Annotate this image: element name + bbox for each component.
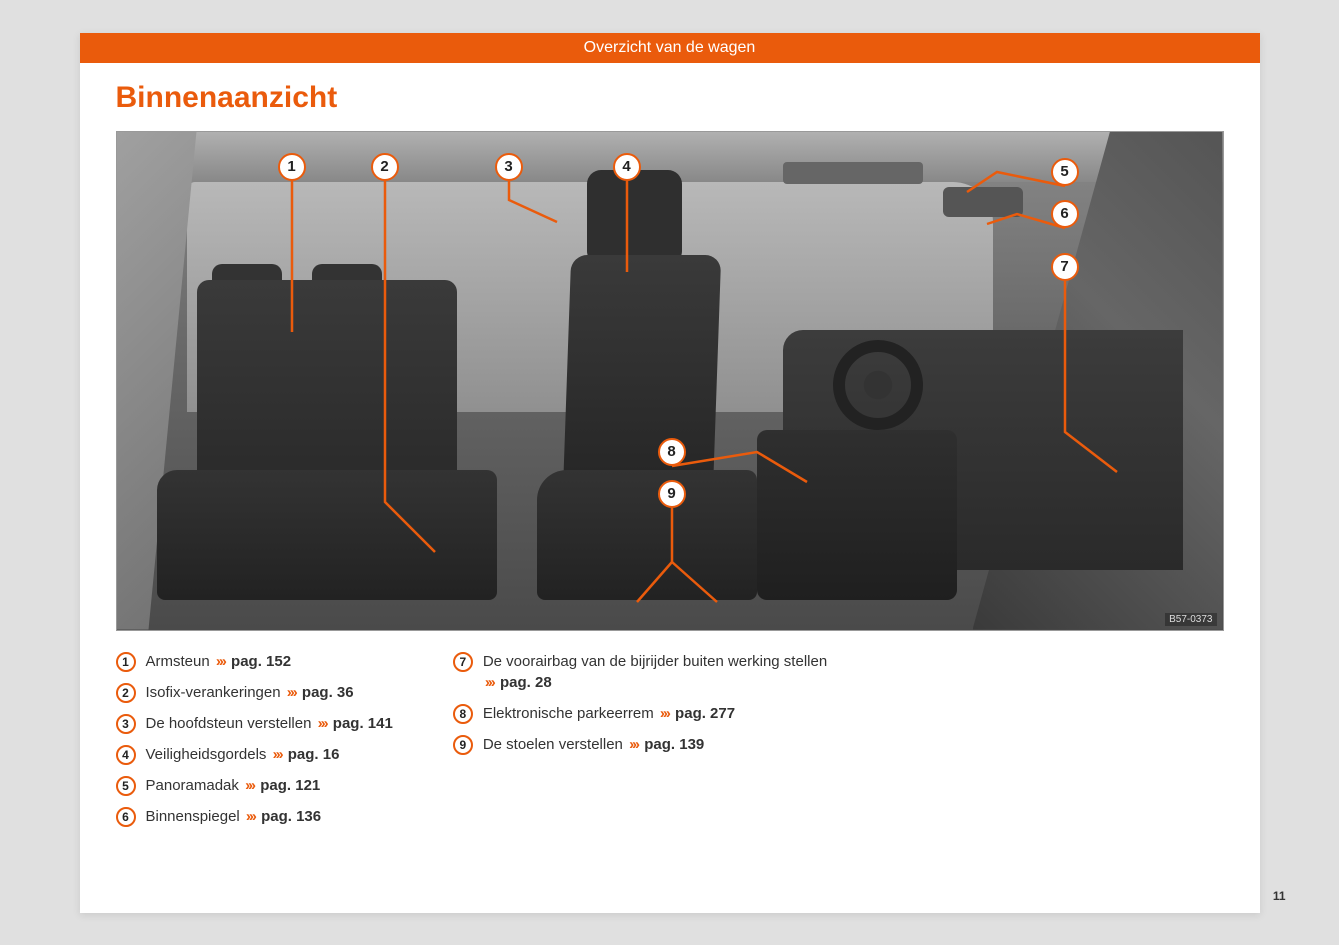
legend-text: Veiligheidsgordels ››› pag. 16 xyxy=(146,744,340,765)
page-ref-arrows-icon: ››› xyxy=(245,777,254,794)
legend-page-ref: pag. 139 xyxy=(640,736,704,753)
legend-item-8: 8 Elektronische parkeerrem ››› pag. 277 xyxy=(453,703,833,724)
rear-seat-back xyxy=(197,280,457,490)
page-ref-arrows-icon: ››› xyxy=(273,746,282,763)
legend-text: Panoramadak ››› pag. 121 xyxy=(146,775,321,796)
legend-page-ref: pag. 28 xyxy=(496,674,552,691)
legend-number: 9 xyxy=(453,735,473,755)
legend-item-1: 1 Armsteun ››› pag. 152 xyxy=(116,651,393,672)
page-ref-arrows-icon: ››› xyxy=(318,715,327,732)
rear-seat-cushion xyxy=(157,470,497,600)
legend-text: Armsteun ››› pag. 152 xyxy=(146,651,292,672)
legend-item-4: 4 Veiligheidsgordels ››› pag. 16 xyxy=(116,744,393,765)
legend-item-3: 3 De hoofdsteun verstellen ››› pag. 141 xyxy=(116,713,393,734)
legend-label: Elektronische parkeerrem xyxy=(483,705,658,722)
legend-number: 4 xyxy=(116,745,136,765)
callout-number-7: 7 xyxy=(1051,253,1079,281)
legend-label: De stoelen verstellen xyxy=(483,736,627,753)
callout-number-8: 8 xyxy=(658,438,686,466)
legend-page-ref: pag. 141 xyxy=(329,715,393,732)
page-ref-arrows-icon: ››› xyxy=(485,674,494,691)
document-page: Overzicht van de wagen Binnenaanzicht xyxy=(80,33,1260,913)
page-ref-arrows-icon: ››› xyxy=(246,808,255,825)
legend-page-ref: pag. 277 xyxy=(671,705,735,722)
legend-item-9: 9 De stoelen verstellen ››› pag. 139 xyxy=(453,734,833,755)
legend-label: De hoofdsteun verstellen xyxy=(146,715,316,732)
legend-column: 1 Armsteun ››› pag. 152 2 Isofix-verankerin… xyxy=(116,651,393,837)
figure-legend: 1 Armsteun ››› pag. 152 2 Isofix-verankerin… xyxy=(116,651,1224,837)
legend-item-5: 5 Panoramadak ››› pag. 121 xyxy=(116,775,393,796)
front-headrest xyxy=(587,170,682,265)
legend-page-ref: pag. 36 xyxy=(298,684,354,701)
legend-item-7: 7 De voorairbag van de bijrijder buiten w… xyxy=(453,651,833,693)
legend-page-ref: pag. 16 xyxy=(284,746,340,763)
page-ref-arrows-icon: ››› xyxy=(287,684,296,701)
legend-label: De voorairbag van de bijrijder buiten we… xyxy=(483,653,827,670)
legend-number: 5 xyxy=(116,776,136,796)
steering-wheel xyxy=(833,340,923,430)
legend-page-ref: pag. 152 xyxy=(227,653,291,670)
legend-number: 3 xyxy=(116,714,136,734)
legend-text: Elektronische parkeerrem ››› pag. 277 xyxy=(483,703,735,724)
legend-number: 8 xyxy=(453,704,473,724)
page-ref-arrows-icon: ››› xyxy=(660,705,669,722)
legend-column: 7 De voorairbag van de bijrijder buiten w… xyxy=(453,651,833,837)
chapter-header: Overzicht van de wagen xyxy=(80,33,1260,63)
legend-item-2: 2 Isofix-verankeringen ››› pag. 36 xyxy=(116,682,393,703)
rearview-mirror xyxy=(943,187,1023,217)
legend-number: 7 xyxy=(453,652,473,672)
callout-number-1: 1 xyxy=(278,153,306,181)
legend-text: Isofix-verankeringen ››› pag. 36 xyxy=(146,682,354,703)
legend-label: Isofix-verankeringen xyxy=(146,684,285,701)
legend-item-6: 6 Binnenspiegel ››› pag. 136 xyxy=(116,806,393,827)
page-number: 11 xyxy=(1273,889,1286,903)
section-title: Binnenaanzicht xyxy=(116,81,1224,115)
legend-label: Armsteun xyxy=(146,653,214,670)
legend-text: De stoelen verstellen ››› pag. 139 xyxy=(483,734,704,755)
legend-label: Panoramadak xyxy=(146,777,244,794)
front-seat xyxy=(537,170,757,600)
page-content: Binnenaanzicht xyxy=(80,63,1260,855)
legend-number: 1 xyxy=(116,652,136,672)
callout-number-4: 4 xyxy=(613,153,641,181)
interior-figure: 1 2 3 4 5 6 7 8 9 B57-0373 xyxy=(116,131,1224,631)
callout-number-3: 3 xyxy=(495,153,523,181)
legend-text: Binnenspiegel ››› pag. 136 xyxy=(146,806,322,827)
callout-number-2: 2 xyxy=(371,153,399,181)
callout-number-5: 5 xyxy=(1051,158,1079,186)
legend-label: Binnenspiegel xyxy=(146,808,244,825)
center-console xyxy=(757,430,957,600)
legend-label: Veiligheidsgordels xyxy=(146,746,271,763)
legend-page-ref: pag. 121 xyxy=(256,777,320,794)
front-seat-cushion xyxy=(537,470,757,600)
legend-page-ref: pag. 136 xyxy=(257,808,321,825)
front-seat-back xyxy=(562,255,720,495)
legend-number: 2 xyxy=(116,683,136,703)
figure-reference-code: B57-0373 xyxy=(1165,613,1216,626)
callout-number-9: 9 xyxy=(658,480,686,508)
legend-text: De voorairbag van de bijrijder buiten we… xyxy=(483,651,833,693)
sun-visor xyxy=(783,162,923,184)
page-ref-arrows-icon: ››› xyxy=(629,736,638,753)
legend-number: 6 xyxy=(116,807,136,827)
legend-text: De hoofdsteun verstellen ››› pag. 141 xyxy=(146,713,393,734)
chapter-title: Overzicht van de wagen xyxy=(584,39,756,56)
rear-seat xyxy=(157,280,497,600)
page-ref-arrows-icon: ››› xyxy=(216,653,225,670)
callout-number-6: 6 xyxy=(1051,200,1079,228)
